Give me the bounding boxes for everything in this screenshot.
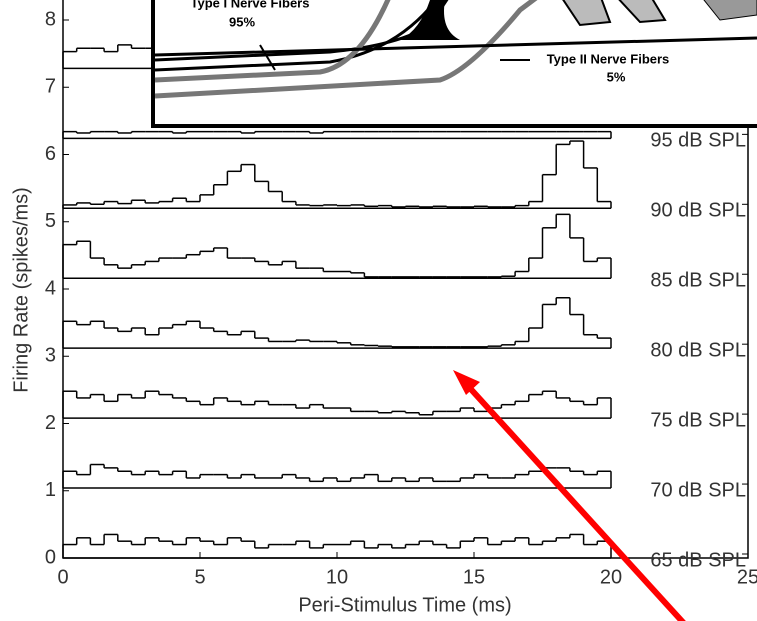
- y-tick-label: 8: [45, 8, 56, 30]
- level-label: 95 dB SPL: [650, 130, 746, 152]
- x-tick-label: 5: [194, 566, 205, 588]
- y-tick-label: 2: [45, 412, 56, 434]
- y-tick-label: 6: [45, 143, 56, 165]
- page: Firing Rate (spikes/ms) Peri-Stimulus Ti…: [0, 0, 757, 621]
- level-label: 65 dB SPL: [650, 549, 746, 571]
- level-label: 80 dB SPL: [650, 339, 746, 361]
- y-tick-label: 5: [45, 210, 56, 232]
- y-axis-label: Firing Rate (spikes/ms): [10, 187, 32, 393]
- x-tick-label: 20: [600, 566, 622, 588]
- y-tick-label: 0: [45, 546, 56, 568]
- level-label: 75 dB SPL: [650, 409, 746, 431]
- inset-label: 5%: [607, 69, 626, 84]
- y-tick-label: 1: [45, 479, 56, 501]
- inset-label: 95%: [229, 14, 255, 29]
- x-tick-label: 0: [57, 566, 68, 588]
- level-label: 85 dB SPL: [650, 270, 746, 292]
- inset-diagram: Type I Nerve Fibers 95% Type II Nerve Fi…: [153, 0, 757, 126]
- y-tick-label: 7: [45, 76, 56, 98]
- inset-label: Type II Nerve Fibers: [547, 51, 670, 66]
- chart: Firing Rate (spikes/ms) Peri-Stimulus Ti…: [0, 0, 757, 621]
- x-tick-label: 10: [326, 566, 348, 588]
- y-tick-label: 3: [45, 345, 56, 367]
- level-label: 70 dB SPL: [650, 479, 746, 501]
- inset-label: Type I Nerve Fibers: [191, 0, 310, 10]
- level-label: 90 dB SPL: [650, 200, 746, 222]
- y-tick-label: 4: [45, 277, 56, 299]
- x-tick-label: 15: [463, 566, 485, 588]
- x-axis-label: Peri-Stimulus Time (ms): [298, 594, 511, 616]
